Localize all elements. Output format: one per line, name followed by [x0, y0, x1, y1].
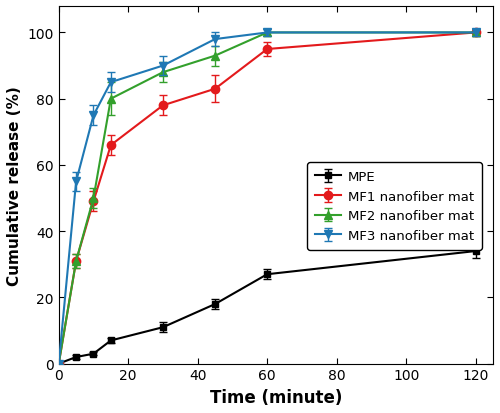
Legend: MPE, MF1 nanofiber mat, MF2 nanofiber mat, MF3 nanofiber mat: MPE, MF1 nanofiber mat, MF2 nanofiber ma… [307, 163, 482, 250]
X-axis label: Time (minute): Time (minute) [210, 388, 342, 406]
Y-axis label: Cumulative release (%): Cumulative release (%) [7, 86, 22, 285]
